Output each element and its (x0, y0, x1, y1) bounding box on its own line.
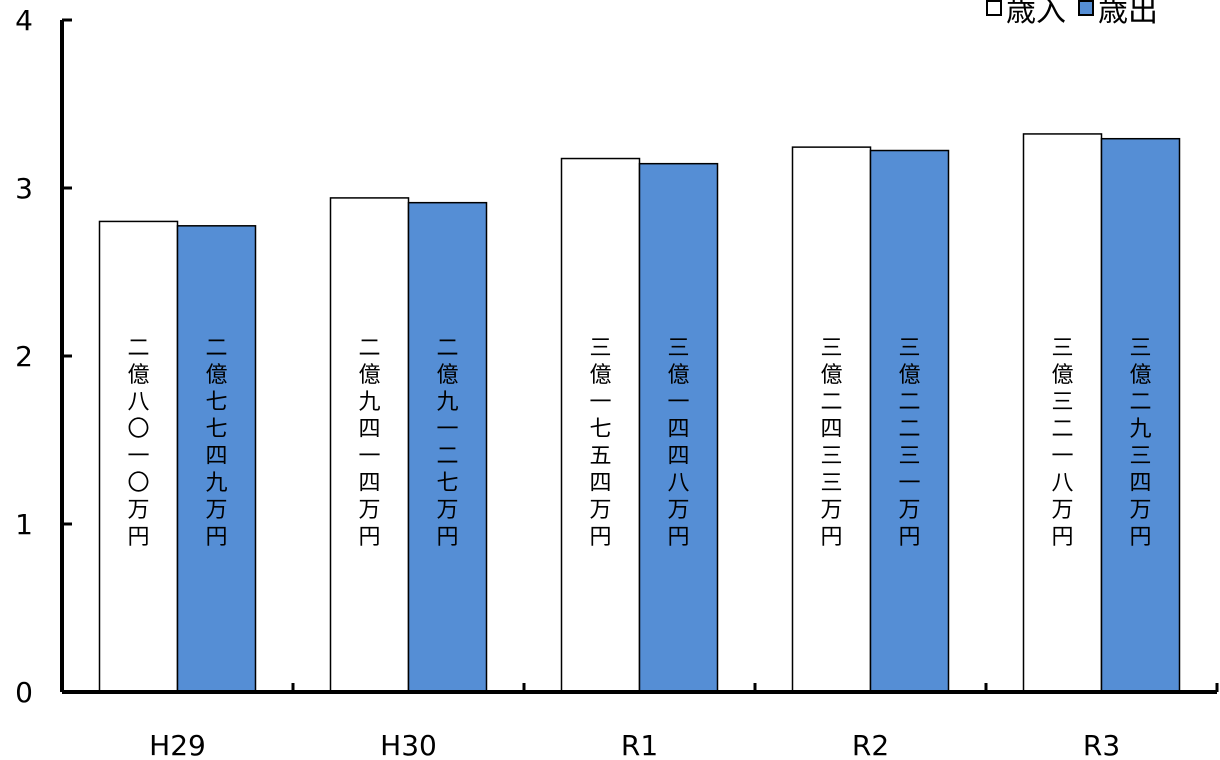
legend-swatch-revenue (986, 0, 1002, 16)
y-tick-label-3: 3 (15, 172, 33, 205)
bar-revenue-R2 (791, 146, 872, 693)
y-tick-label-0: 0 (15, 676, 33, 709)
bar-expenditure-R1 (638, 162, 719, 693)
y-tick-label-4: 4 (15, 4, 33, 37)
data-label-revenue-H30: 二億九四一四万円 (358, 336, 380, 550)
bar-revenue-H29 (98, 220, 179, 693)
bar-expenditure-R2 (869, 149, 950, 693)
legend-label-expenditure: 歳出 (1098, 0, 1158, 29)
data-label-revenue-R2: 三億二四三三万円 (820, 336, 842, 550)
data-label-expenditure-H30: 二億九一二七万円 (436, 336, 458, 550)
bar-expenditure-H29 (176, 225, 257, 693)
legend: 歳入 歳出 (980, 0, 1158, 30)
bar-expenditure-R3 (1100, 137, 1181, 693)
x-tick-label-R2: R2 (852, 729, 889, 760)
y-tick-label-1: 1 (15, 508, 33, 541)
data-label-revenue-R3: 三億三二一八万円 (1051, 336, 1073, 550)
data-label-expenditure-R2: 三億二二三一万円 (898, 336, 920, 550)
data-label-expenditure-R3: 三億二九三四万円 (1129, 336, 1151, 550)
x-tick-label-R1: R1 (621, 729, 658, 760)
bar-expenditure-H30 (407, 201, 488, 693)
legend-item-expenditure: 歳出 (1078, 0, 1158, 30)
data-label-expenditure-H29: 二億七七四九万円 (205, 336, 227, 550)
bar-revenue-H30 (329, 197, 410, 693)
y-tick-label-2: 2 (15, 340, 33, 373)
legend-swatch-expenditure (1078, 0, 1094, 16)
legend-item-revenue: 歳入 (986, 0, 1066, 30)
data-label-revenue-R1: 三億一七五四万円 (589, 336, 611, 550)
x-tick-label-R3: R3 (1083, 729, 1120, 760)
data-label-expenditure-R1: 三億一四四八万円 (667, 336, 689, 550)
bar-revenue-R1 (560, 157, 641, 693)
x-tick-label-H30: H30 (380, 729, 437, 760)
legend-label-revenue: 歳入 (1006, 0, 1066, 29)
x-tick-label-H29: H29 (149, 729, 206, 760)
bar-revenue-R3 (1022, 133, 1103, 693)
data-label-revenue-H29: 二億八〇一〇万円 (127, 336, 149, 550)
